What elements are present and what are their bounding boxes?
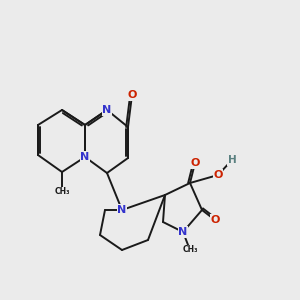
Text: CH₃: CH₃ <box>182 245 198 254</box>
Text: O: O <box>213 170 223 180</box>
Text: CH₃: CH₃ <box>54 188 70 196</box>
Text: N: N <box>80 152 90 162</box>
Text: O: O <box>210 215 220 225</box>
Text: H: H <box>228 155 236 165</box>
Text: N: N <box>117 205 127 215</box>
Text: N: N <box>102 105 112 115</box>
Text: N: N <box>178 227 188 237</box>
Text: O: O <box>190 158 200 168</box>
Text: O: O <box>127 90 137 100</box>
